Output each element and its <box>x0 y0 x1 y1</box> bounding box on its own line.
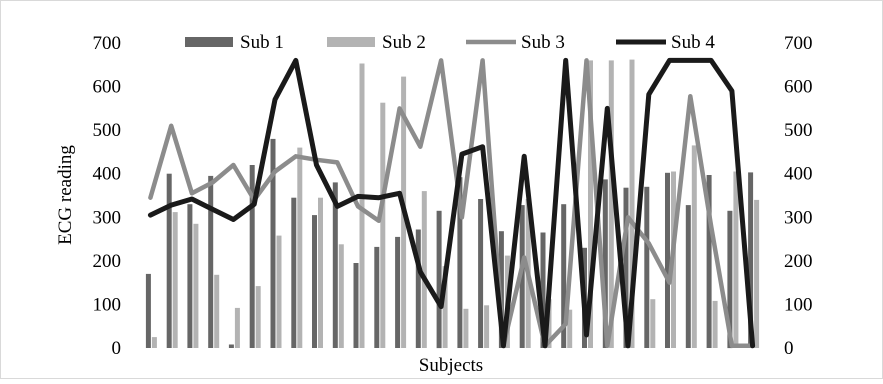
legend-label-sub-2: Sub 2 <box>382 32 426 53</box>
bar-sub-2-subject-5 <box>235 308 240 348</box>
y-axis-title: ECG reading <box>55 145 76 245</box>
left-y-tick-label: 400 <box>93 164 122 185</box>
left-y-tick-label: 500 <box>93 120 122 141</box>
right-y-tick-label: 700 <box>784 33 813 54</box>
bar-sub-1-subject-9 <box>312 215 317 348</box>
bar-sub-1-subject-25 <box>644 187 649 348</box>
bar-sub-1-subject-1 <box>146 274 151 348</box>
bar-sub-1-subject-3 <box>187 204 192 348</box>
left-y-tick-label: 300 <box>93 207 122 228</box>
legend-swatch-sub-1 <box>185 37 233 47</box>
bar-sub-1-subject-4 <box>208 176 213 348</box>
bar-sub-1-subject-15 <box>437 211 442 348</box>
left-y-tick-label: 200 <box>93 251 122 272</box>
bar-sub-1-subject-14 <box>416 230 421 349</box>
bar-sub-1-subject-17 <box>478 199 483 348</box>
right-y-tick-label: 300 <box>784 207 813 228</box>
right-y-tick-label: 200 <box>784 251 813 272</box>
bar-sub-2-subject-3 <box>193 224 198 348</box>
bar-sub-2-subject-8 <box>297 148 302 348</box>
legend-label-sub-3: Sub 3 <box>521 32 565 53</box>
right-y-tick-label: 100 <box>784 294 813 315</box>
bar-sub-2-subject-16 <box>463 309 468 348</box>
bar-sub-2-subject-7 <box>277 236 282 348</box>
bar-sub-2-subject-9 <box>318 198 323 348</box>
bar-sub-1-subject-27 <box>686 205 691 348</box>
bar-sub-1-subject-26 <box>665 173 670 348</box>
bar-sub-1-subject-11 <box>354 263 359 348</box>
bar-sub-2-subject-14 <box>422 191 427 348</box>
bar-sub-1-subject-8 <box>291 198 296 348</box>
bar-sub-1-subject-2 <box>167 174 172 348</box>
bar-sub-1-subject-5 <box>229 345 234 349</box>
bar-sub-2-subject-27 <box>692 145 697 348</box>
bar-sub-2-subject-12 <box>380 103 385 348</box>
left-y-tick-label: 700 <box>93 33 122 54</box>
left-y-tick-label: 600 <box>93 77 122 98</box>
bar-sub-2-subject-28 <box>713 301 718 348</box>
legend-label-sub-1: Sub 1 <box>240 32 284 53</box>
bar-sub-1-subject-13 <box>395 237 400 348</box>
bar-sub-1-subject-12 <box>374 247 379 348</box>
bar-sub-2-subject-2 <box>173 212 178 348</box>
right-y-tick-label: 0 <box>784 338 794 359</box>
left-y-tick-label: 100 <box>93 294 122 315</box>
right-y-tick-label: 500 <box>784 120 813 141</box>
bar-sub-2-subject-25 <box>650 299 655 348</box>
left-y-tick-label: 0 <box>112 338 122 359</box>
x-axis-title: Subjects <box>419 355 483 376</box>
bar-sub-2-subject-30 <box>754 200 759 348</box>
bar-sub-2-subject-10 <box>339 244 344 348</box>
legend-label-sub-4: Sub 4 <box>671 32 715 53</box>
bar-sub-2-subject-17 <box>484 305 489 348</box>
bar-sub-2-subject-1 <box>152 337 157 348</box>
legend-swatch-sub-2 <box>327 37 375 47</box>
bar-sub-2-subject-4 <box>214 275 219 348</box>
right-y-tick-label: 400 <box>784 164 813 185</box>
bar-sub-2-subject-6 <box>256 286 261 348</box>
right-y-tick-label: 600 <box>784 77 813 98</box>
bar-sub-2-subject-29 <box>733 172 738 349</box>
